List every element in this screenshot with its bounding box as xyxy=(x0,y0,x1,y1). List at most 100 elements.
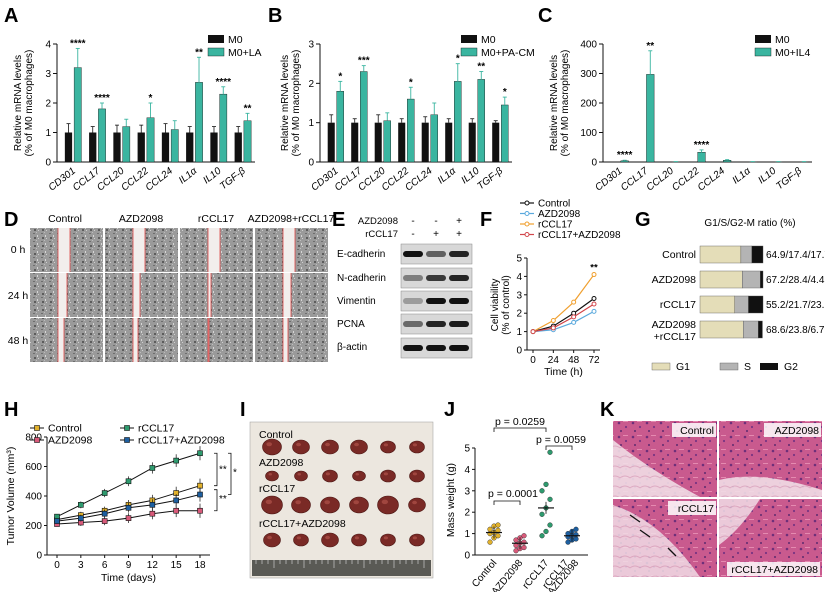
tumor xyxy=(352,470,366,482)
legend-swatch-g2 xyxy=(760,363,778,370)
p-bracket xyxy=(545,445,573,450)
ylabel-line1: Relative mRNA levels xyxy=(280,55,291,151)
ylabel-line2: (% of M0 macrophages) xyxy=(291,50,302,157)
tumor xyxy=(291,496,311,514)
seg-g2 xyxy=(751,245,764,264)
y-tick-label: 3 xyxy=(45,69,51,80)
legend-label-g2: G2 xyxy=(784,361,798,373)
bar-m0 xyxy=(210,132,218,162)
y-tick-label: 0 xyxy=(308,158,314,169)
panel-i-tumor-photo: Control AZD2098 rCCL17 rCCL17+AZD2098 xyxy=(249,421,434,579)
gene-label: IL1α xyxy=(731,166,753,187)
blot-band xyxy=(403,321,423,327)
series-point xyxy=(78,502,84,508)
y-axis-label: Mass weight (g) xyxy=(445,463,457,537)
tumor-highlight xyxy=(267,535,272,540)
legend-label: Control xyxy=(538,199,570,210)
bar-m0 xyxy=(351,122,359,162)
legend-label: Control xyxy=(48,423,82,435)
tumor-highlight xyxy=(383,536,388,540)
bar-treated xyxy=(195,82,203,163)
tumor-highlight xyxy=(325,472,330,476)
panel-label-d: D xyxy=(4,209,18,231)
significance-label: * xyxy=(456,54,460,65)
blot-band xyxy=(449,275,469,281)
ylabel-line2: (% of M0 macrophages) xyxy=(560,50,571,157)
seg-g2 xyxy=(748,295,764,314)
significance-label: **** xyxy=(94,93,110,104)
blot-band xyxy=(426,345,446,351)
row-label: Control xyxy=(662,249,696,261)
series-line xyxy=(532,310,595,333)
gene-label: CCL20 xyxy=(645,165,677,193)
series-point xyxy=(125,504,132,511)
y-tick-label: 800 xyxy=(25,433,42,444)
wound-gap xyxy=(283,273,291,317)
legend-marker xyxy=(524,232,530,237)
significance-label: ** xyxy=(219,464,227,475)
series-point xyxy=(591,272,597,278)
y-tick-label: 4 xyxy=(45,40,51,51)
seg-s xyxy=(740,245,753,264)
y-tick-label: 2 xyxy=(45,99,51,110)
tumor-highlight xyxy=(383,443,388,447)
bar-m0 xyxy=(492,122,500,162)
panel-d-wound-healing: Control AZD2098 rCCL17 AZD2098+rCCL17 0 … xyxy=(8,213,334,362)
x-tick-label: 48 xyxy=(568,355,580,366)
wound-gap xyxy=(208,318,209,362)
wound-gap xyxy=(58,273,67,317)
series-point xyxy=(530,329,536,335)
panel-label-j: J xyxy=(444,399,455,421)
bar-m0 xyxy=(374,122,382,162)
wound-gap xyxy=(58,228,70,272)
y-tick-label: 100 xyxy=(580,128,597,139)
tumor-highlight xyxy=(354,536,359,540)
legend-marker xyxy=(124,437,130,443)
y-axis-label-1: Cell viability xyxy=(490,279,501,332)
blot-band xyxy=(449,251,469,257)
bar-treated xyxy=(219,93,228,163)
series-point xyxy=(173,457,179,464)
bar-m0 xyxy=(790,161,799,163)
legend-label: rCCL17+AZD2098 xyxy=(138,435,225,447)
data-point xyxy=(487,539,493,545)
wound-gap xyxy=(133,318,138,362)
wound-image xyxy=(255,273,328,317)
i-label-rccl17: rCCL17 xyxy=(259,483,295,495)
histology-arrow xyxy=(639,529,651,538)
series-point xyxy=(101,490,108,496)
data-point xyxy=(573,532,579,538)
bar-m0 xyxy=(137,132,145,162)
tumor-highlight xyxy=(412,500,417,505)
y-tick-label: 0 xyxy=(591,158,597,169)
gene-label: TGF-β xyxy=(218,166,248,193)
tumor-highlight xyxy=(383,472,388,476)
series-point xyxy=(197,491,203,498)
y-tick-label: 5 xyxy=(464,444,470,455)
tumor xyxy=(380,533,396,547)
e-mark-r1c3: + xyxy=(456,216,462,227)
series-point xyxy=(550,318,556,324)
y-tick-label: 4 xyxy=(516,272,522,283)
tumor xyxy=(350,439,368,455)
ratio-text: 64.9/17.4/17.7 xyxy=(766,250,825,261)
data-point xyxy=(487,526,493,532)
data-point xyxy=(539,511,545,517)
bar-m0 xyxy=(89,132,97,162)
significance-label: ** xyxy=(646,41,654,52)
legend-swatch-m0 xyxy=(208,35,224,43)
gene-label: IL1α xyxy=(436,166,458,187)
x-tick-label: 15 xyxy=(171,560,183,571)
bar-m0 xyxy=(64,132,73,162)
significance-label: ** xyxy=(590,263,598,274)
d-col-rccl17: rCCL17 xyxy=(198,213,234,225)
series-point xyxy=(173,507,179,514)
x-tick-label: 0 xyxy=(530,355,536,366)
series-point xyxy=(101,518,108,524)
tumor xyxy=(409,469,425,483)
bar-treated xyxy=(430,114,439,163)
panel-e-western-blot: AZD2098 rCCL17 - - + - + + E-cadherin N-… xyxy=(337,216,473,359)
bar-treated xyxy=(98,108,106,163)
y-tick-label: 400 xyxy=(580,40,597,51)
